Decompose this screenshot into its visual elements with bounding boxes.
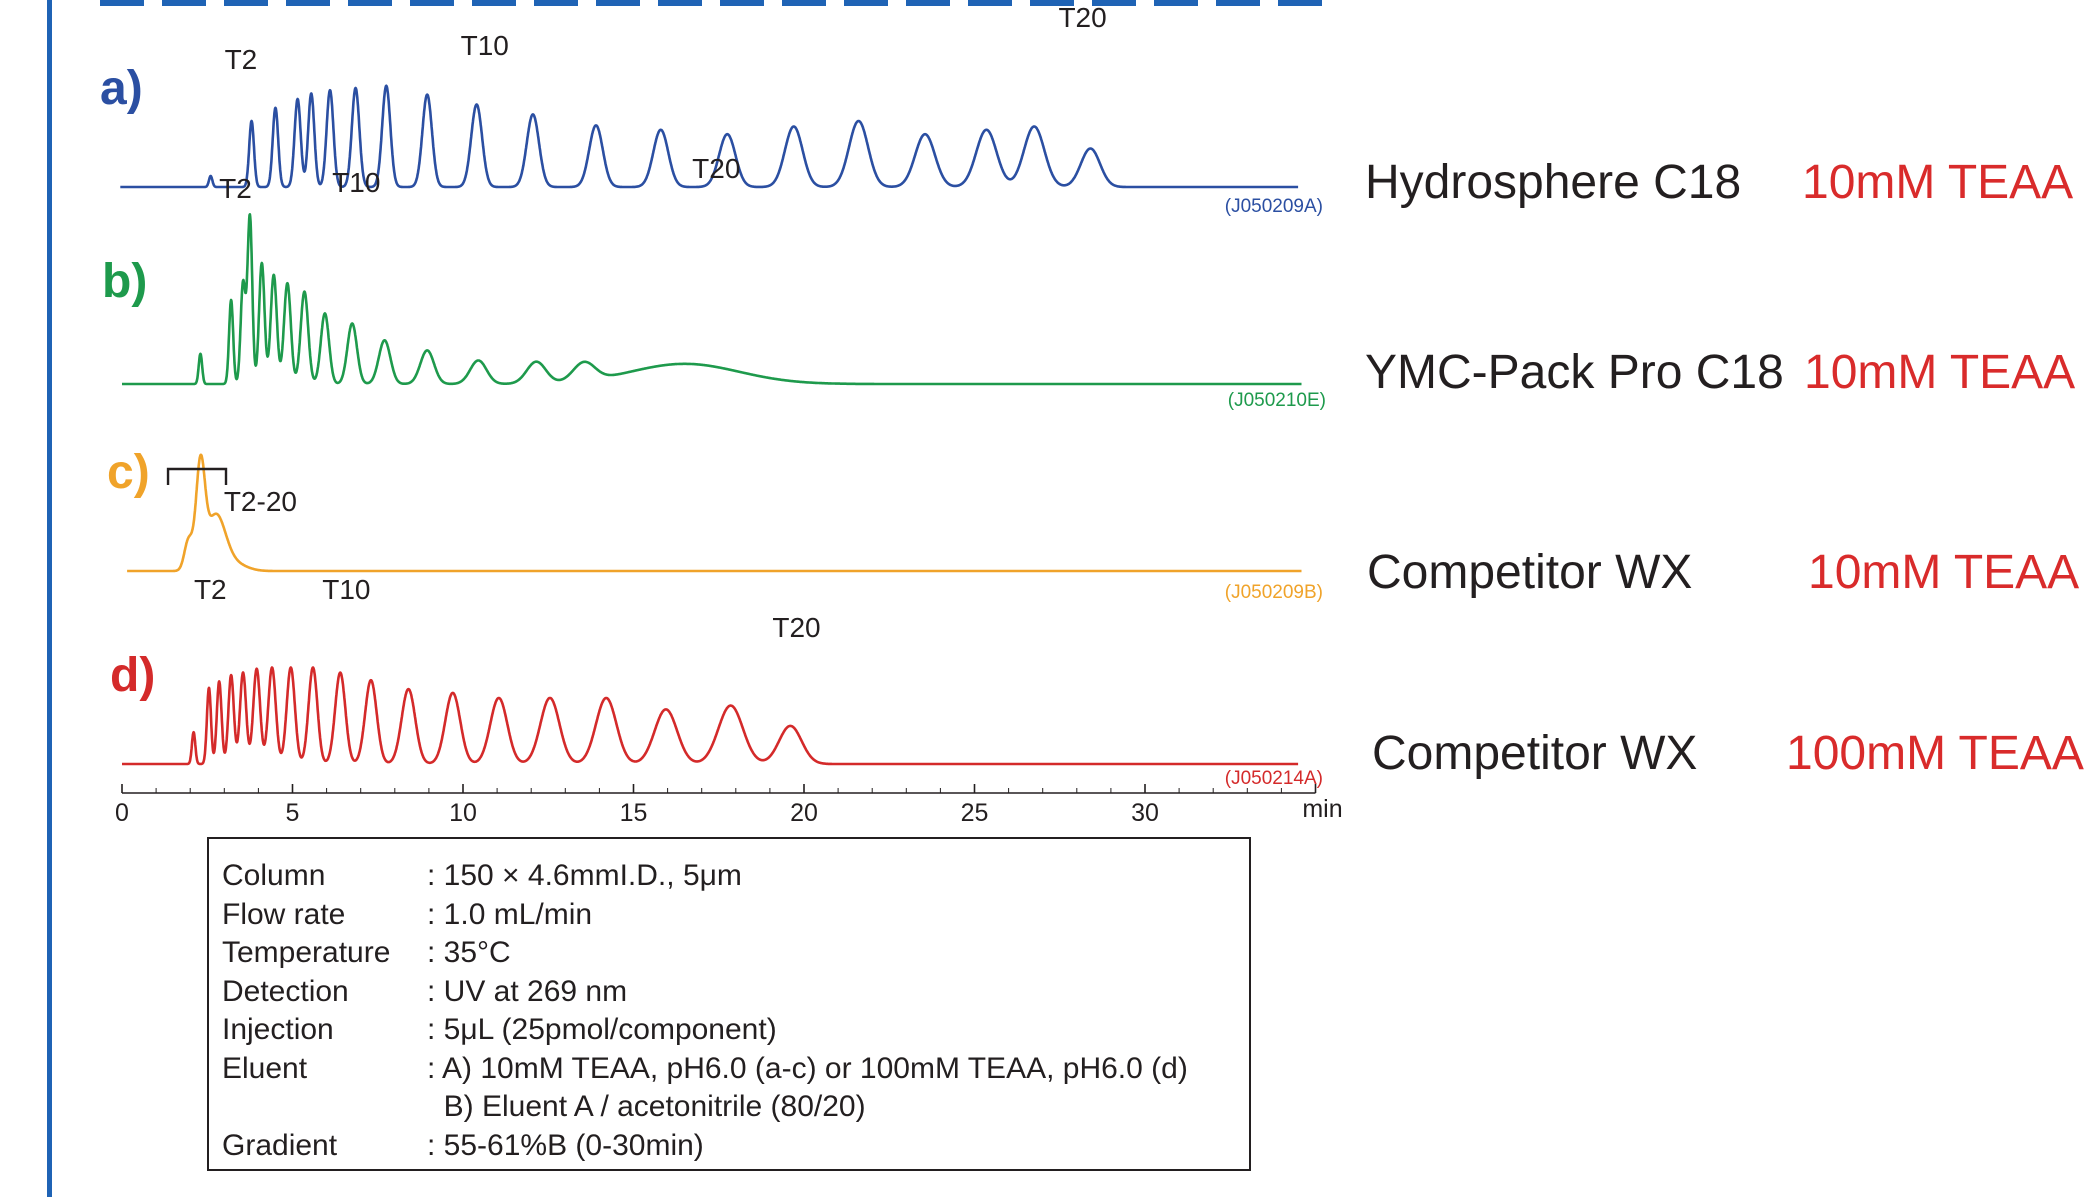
peak-label-t20: T20 [692,153,740,184]
trace-a [119,84,1300,189]
column-name-d: Competitor WX [1372,727,1697,780]
condition-value: B) Eluent A / acetonitrile (80/20) [427,1090,866,1123]
peak-label-t2: T2 [194,574,227,605]
peak-label-t2-20: T2-20 [224,486,297,517]
condition-label: Flow rate [222,897,346,931]
peak-label-t2: T2 [225,44,258,75]
condition-row: Injection : 5μL (25pmol/component) [222,1011,1249,1050]
trace-c [126,453,1303,573]
peak-label-t10: T10 [461,30,509,61]
condition-row: Temperature : 35°C [222,934,1249,973]
condition-row: Gradient : 55-61%B (0-30min) [222,1127,1249,1166]
condition-label: Detection [222,974,349,1008]
coelution-bracket [166,467,228,485]
peak-label-t2: T2 [219,173,252,204]
condition-row: Detection : UV at 269 nm [222,973,1249,1012]
condition-value: : 1.0 mL/min [427,897,593,931]
trace-b [121,213,1303,386]
column-name-b: YMC-Pack Pro C18 [1365,346,1784,399]
column-name-c: Competitor WX [1367,546,1692,599]
condition-value: : 150 × 4.6mmI.D., 5μm [427,859,742,892]
sample-code-d: (J050214A) [1225,768,1323,789]
sample-code-c: (J050209B) [1225,582,1323,603]
condition-value: : A) 10mM TEAA, pH6.0 (a-c) or 100mM TEA… [427,1051,1188,1085]
eluent-label-c: 10mM TEAA [1808,546,2079,599]
column-name-a: Hydrosphere C18 [1365,156,1741,209]
x-tick-label: 30 [1131,799,1159,827]
x-tick-label: 10 [449,799,477,827]
condition-label: Column [222,859,326,892]
conditions-box: Column : 150 × 4.6mmI.D., 5μm Flow rate : 1… [207,837,1251,1171]
eluent-label-b: 10mM TEAA [1804,346,2075,399]
peak-label-t10: T10 [332,167,380,198]
condition-label: Eluent [222,1051,308,1085]
peak-label-t20: T20 [772,612,820,643]
cut-off-heading [100,0,1330,6]
peak-label-t20: T20 [1058,2,1106,33]
condition-label: Temperature [222,936,391,969]
condition-label: Injection [222,1013,334,1046]
sample-code-b: (J050210E) [1228,390,1326,411]
peak-label-t10: T10 [322,574,370,605]
condition-value: : 35°C [427,936,511,969]
x-tick-label: 15 [620,799,648,827]
x-axis-unit: min [1302,795,1342,823]
x-tick-label: 5 [286,799,300,827]
condition-value: : 55-61%B (0-30min) [427,1128,704,1162]
left-border-rule [47,0,52,1197]
x-tick-label: 20 [790,799,818,827]
eluent-label-d: 100mM TEAA [1786,727,2084,780]
condition-row: B) Eluent A / acetonitrile (80/20) [222,1088,1249,1127]
sample-code-a: (J050209A) [1225,196,1323,217]
condition-row: Column : 150 × 4.6mmI.D., 5μm [222,857,1249,896]
condition-label: Gradient [222,1128,338,1162]
condition-value: : UV at 269 nm [427,974,628,1008]
condition-value: : 5μL (25pmol/component) [427,1013,777,1046]
condition-label [222,1088,427,1127]
condition-row: Flow rate : 1.0 mL/min [222,896,1249,935]
eluent-label-a: 10mM TEAA [1802,156,2073,209]
x-tick-label: 25 [961,799,989,827]
panel-letter-c: c) [107,446,150,499]
x-tick-label: 0 [115,799,129,827]
trace-d [121,666,1300,766]
panel-letter-b: b) [102,255,147,308]
panel-letter-d: d) [110,649,155,702]
condition-row: Eluent : A) 10mM TEAA, pH6.0 (a-c) or 100… [222,1050,1249,1089]
panel-letter-a: a) [100,62,143,115]
